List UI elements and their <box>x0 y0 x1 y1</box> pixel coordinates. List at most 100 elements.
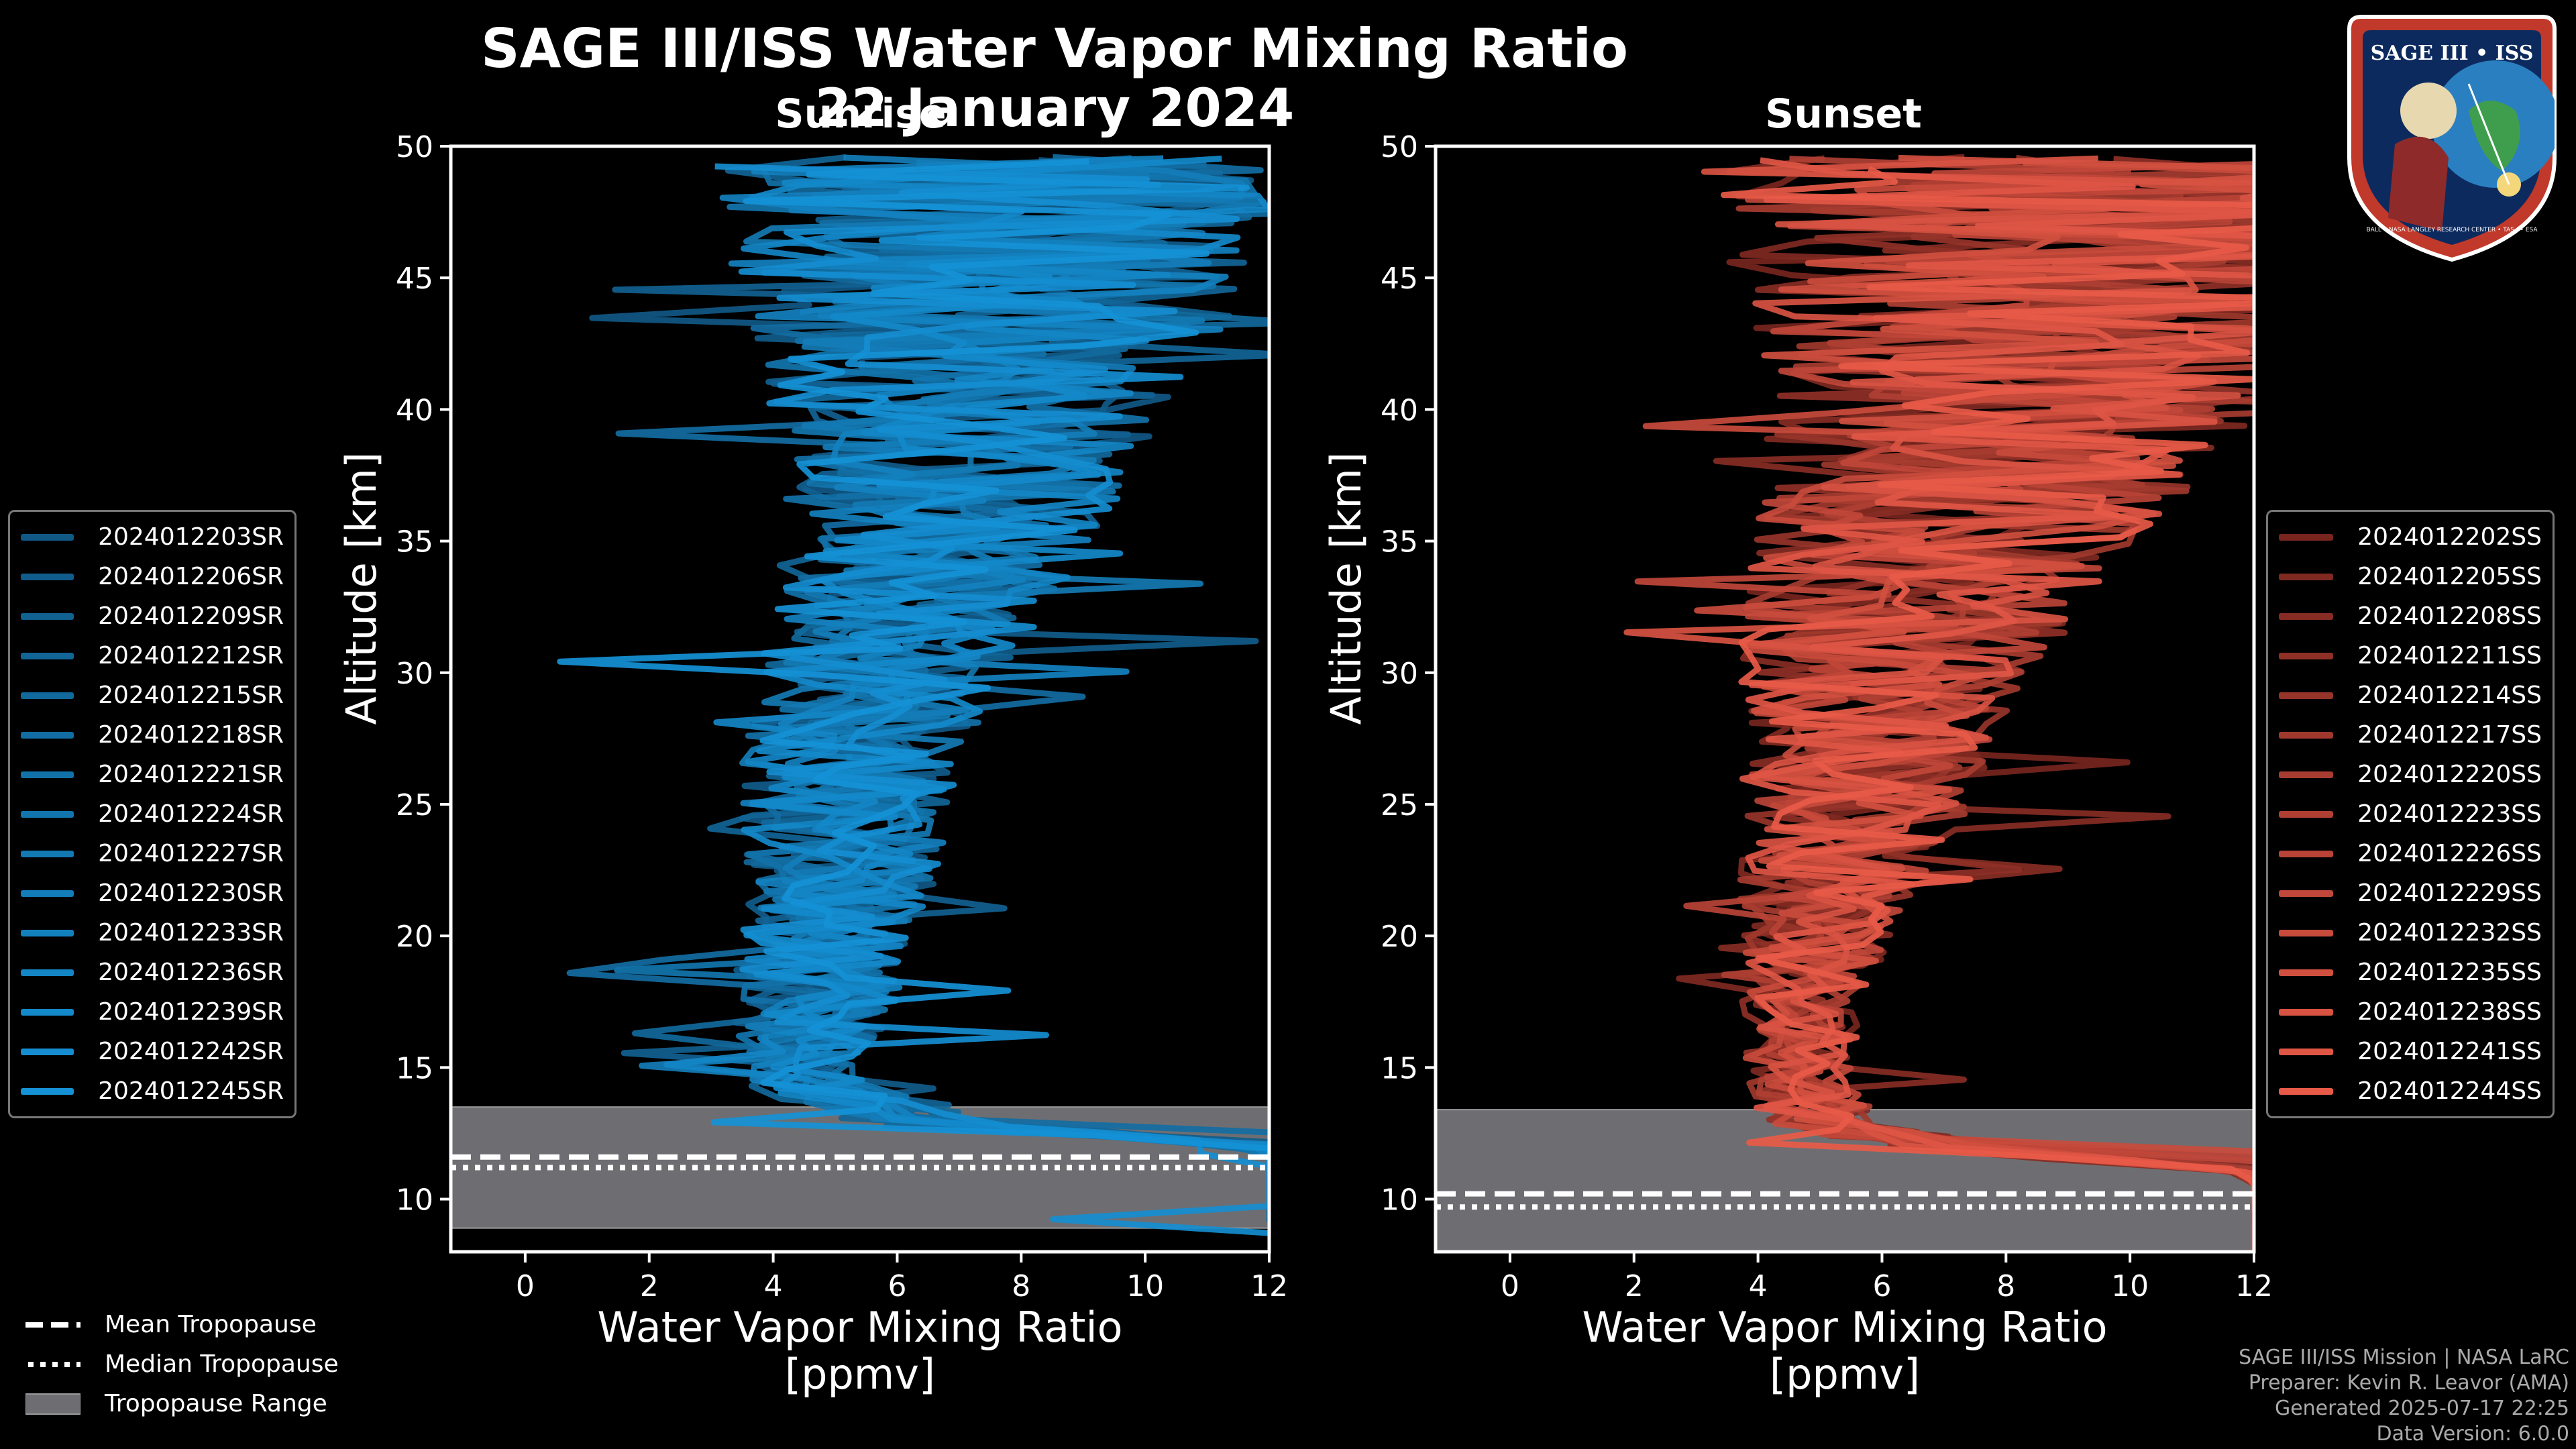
legend-swatch <box>2279 850 2334 857</box>
y-tick-label: 50 <box>396 130 433 164</box>
legend-entry: 2024012215SR <box>10 676 294 715</box>
logo-ring-text: BALL • NASA LANGLEY RESEARCH CENTER • TA… <box>2366 227 2538 233</box>
legend-swatch <box>21 731 74 739</box>
y-tick-label: 40 <box>396 393 433 427</box>
y-tick-label: 20 <box>1381 920 1418 954</box>
legend-label: 2024012233SR <box>98 919 284 947</box>
legend-swatch <box>2279 652 2334 659</box>
y-tick-label: 40 <box>1381 393 1418 427</box>
legend-entry: 2024012238SS <box>2268 992 2553 1032</box>
sunset-legend: 2024012202SS 2024012205SS 2024012208SS 2024… <box>2266 510 2555 1118</box>
legend-swatch <box>21 890 74 897</box>
sunrise-legend: 2024012203SR 2024012206SR 2024012209SR 2024… <box>8 510 297 1118</box>
x-tick-label: 12 <box>1250 1269 1288 1303</box>
legend-label: 2024012227SR <box>98 840 284 867</box>
y-tick-label: 25 <box>1381 788 1418 822</box>
legend-label: 2024012224SR <box>98 800 284 828</box>
legend-entry: 2024012206SR <box>10 557 294 596</box>
legend-label: 2024012212SR <box>98 642 284 669</box>
legend-swatch <box>2279 771 2334 778</box>
sunrise-chart: 10 15 20 25 30 35 40 45 50 0 2 4 6 8 10 12 Water Vapor M… <box>337 130 1288 1399</box>
legend-label: 2024012214SS <box>2357 682 2542 709</box>
legend-entry: 2024012214SS <box>2268 676 2553 715</box>
x-tick-label: 10 <box>1126 1269 1164 1303</box>
legend-label: 2024012239SR <box>98 998 284 1026</box>
legend-swatch <box>21 573 74 580</box>
legend-entry: 2024012242SR <box>10 1032 294 1071</box>
legend-swatch <box>2279 810 2334 818</box>
profile-2024012233SR <box>719 155 1269 1175</box>
credits: SAGE III/ISS Mission | NASA LaRC Prepare… <box>2239 1345 2569 1447</box>
y-axis-label: Altitude [km] <box>337 452 386 725</box>
legend-label: 2024012232SS <box>2357 919 2542 947</box>
y-tick-label: 50 <box>1381 130 1418 164</box>
legend-swatch <box>21 771 74 778</box>
legend-entry: 2024012236SR <box>10 953 294 992</box>
x-axis-label: Water Vapor Mixing Ratio [ppmv] <box>597 1303 1122 1399</box>
legend-label: 2024012205SS <box>2357 563 2542 590</box>
legend-label: 2024012244SS <box>2357 1077 2542 1105</box>
legend-entry: 2024012233SR <box>10 913 294 953</box>
legend-label: 2024012226SS <box>2357 840 2542 867</box>
y-tick-label: 30 <box>1381 657 1418 691</box>
sunrise-profiles <box>557 154 1269 1236</box>
x-tick-label: 2 <box>1625 1269 1644 1303</box>
legend-swatch <box>21 652 74 659</box>
x-tick-label: 4 <box>1749 1269 1768 1303</box>
legend-swatch <box>2279 573 2334 580</box>
x-tick-label: 6 <box>1872 1269 1891 1303</box>
legend-label: 2024012220SS <box>2357 761 2542 788</box>
legend-swatch <box>2279 731 2334 739</box>
legend-label: 2024012221SR <box>98 761 284 788</box>
legend-label: 2024012229SS <box>2357 879 2542 907</box>
legend-swatch <box>21 810 74 818</box>
y-tick-label: 10 <box>396 1183 433 1218</box>
legend-swatch <box>21 969 74 976</box>
legend-swatch <box>21 850 74 857</box>
x-tick-label: 10 <box>2111 1269 2149 1303</box>
legend-swatch <box>21 1048 74 1055</box>
legend-entry: 2024012226SS <box>2268 834 2553 873</box>
legend-entry: 2024012224SR <box>10 794 294 834</box>
legend-swatch <box>2279 1048 2334 1055</box>
median-tropopause-swatch <box>28 1361 80 1367</box>
sunset-panel-title: Sunset <box>1765 91 1922 138</box>
legend-entry: 2024012205SS <box>2268 557 2553 596</box>
legend-entry: 2024012241SS <box>2268 1032 2553 1071</box>
y-tick-label: 35 <box>396 525 433 559</box>
mean-tropopause-label: Mean Tropopause <box>105 1311 317 1338</box>
credit-mission: SAGE III/ISS Mission | NASA LaRC <box>2239 1346 2569 1369</box>
median-tropopause-entry: Median Tropopause <box>25 1344 339 1384</box>
legend-label: 2024012230SR <box>98 879 284 907</box>
legend-swatch <box>2279 890 2334 897</box>
legend-swatch <box>2279 612 2334 620</box>
legend-entry: 2024012227SR <box>10 834 294 873</box>
x-tick-label: 8 <box>1012 1269 1030 1303</box>
legend-swatch <box>21 929 74 936</box>
sunrise-plot-frame <box>449 144 1271 1254</box>
legend-entry: 2024012202SS <box>2268 517 2553 557</box>
sage-iii-iss-logo: SAGE III • ISS BALL • NASA LANGLEY RESEA… <box>2347 15 2557 262</box>
x-tick-label: 12 <box>2235 1269 2273 1303</box>
legend-entry: 2024012218SR <box>10 715 294 755</box>
y-tick-label: 35 <box>1381 525 1418 559</box>
y-tick-label: 30 <box>396 657 433 691</box>
sunset-chart: 10 15 20 25 30 35 40 45 50 0 2 4 6 8 10 12 Water Vapor M… <box>1322 130 2273 1399</box>
x-axis-label: Water Vapor Mixing Ratio [ppmv] <box>1582 1303 2107 1399</box>
median-tropopause-label: Median Tropopause <box>105 1350 339 1378</box>
legend-label: 2024012242SR <box>98 1038 284 1065</box>
y-tick-label: 25 <box>396 788 433 822</box>
x-tick-label: 6 <box>888 1269 906 1303</box>
legend-swatch <box>21 692 74 699</box>
tropopause-range-entry: Tropopause Range <box>25 1384 339 1424</box>
legend-swatch <box>2279 1087 2334 1095</box>
legend-label: 2024012208SS <box>2357 602 2542 630</box>
legend-entry: 2024012235SS <box>2268 953 2553 992</box>
legend-label: 2024012215SR <box>98 682 284 709</box>
legend-label: 2024012217SS <box>2357 721 2542 749</box>
profile-2024012242SR <box>714 163 1269 1236</box>
x-tick-label: 0 <box>1501 1269 1519 1303</box>
mean-tropopause-swatch <box>25 1322 80 1328</box>
y-tick-label: 20 <box>396 920 433 954</box>
tropopause-legend: Mean Tropopause Median Tropopause Tropop… <box>25 1305 339 1424</box>
